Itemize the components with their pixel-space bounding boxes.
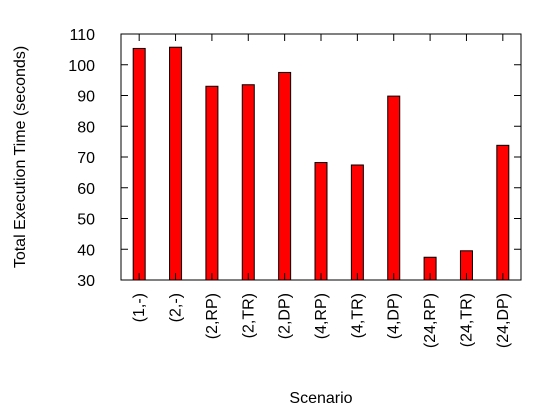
y-tick-label: 50: [77, 212, 95, 229]
x-category-label: (4,TR): [349, 293, 366, 338]
x-axis-ticks: (1,-) (2,-) (2,RP) (2,TR) (2,DP) (4,RP) (4,TR)…: [131, 34, 512, 348]
y-tick-label: 80: [77, 119, 95, 136]
x-axis-title: Scenario: [289, 390, 352, 407]
x-category-label: (4,RP): [313, 293, 330, 339]
bars: [132, 46, 510, 281]
bar: [241, 84, 255, 281]
x-category-label: (2,RP): [204, 293, 221, 339]
y-tick-label: 60: [77, 181, 95, 198]
y-axis-ticks: 30 40 50 60 70 80 90 100 110: [68, 27, 521, 290]
x-category-label: (2,DP): [277, 293, 294, 339]
x-category-label: (24,DP): [495, 293, 512, 348]
y-tick-label: 70: [77, 150, 95, 167]
y-tick-label: 100: [68, 58, 95, 75]
bar: [496, 144, 510, 281]
x-category-label: (1,-): [131, 293, 148, 322]
y-tick-label: 30: [77, 273, 95, 290]
bar: [350, 164, 364, 281]
y-tick-label: 90: [77, 89, 95, 106]
bar: [132, 47, 146, 281]
bar: [205, 85, 219, 281]
y-tick-label: 40: [77, 242, 95, 259]
x-category-label: (24,TR): [458, 293, 475, 347]
x-category-label: (2,TR): [240, 293, 257, 338]
x-category-label: (4,DP): [386, 293, 403, 339]
x-category-label: (2,-): [168, 293, 185, 322]
bar: [169, 46, 183, 281]
y-axis-title: Total Execution Time (seconds): [12, 46, 29, 268]
plot-area: 30 40 50 60 70 80 90 100 110 (1,-) (2,-) (2,RP) (2,…: [68, 27, 522, 348]
bar: [278, 71, 292, 281]
bar: [387, 95, 401, 281]
bar: [314, 162, 328, 281]
y-tick-label: 110: [69, 27, 95, 44]
x-category-label: (24,RP): [422, 293, 439, 348]
